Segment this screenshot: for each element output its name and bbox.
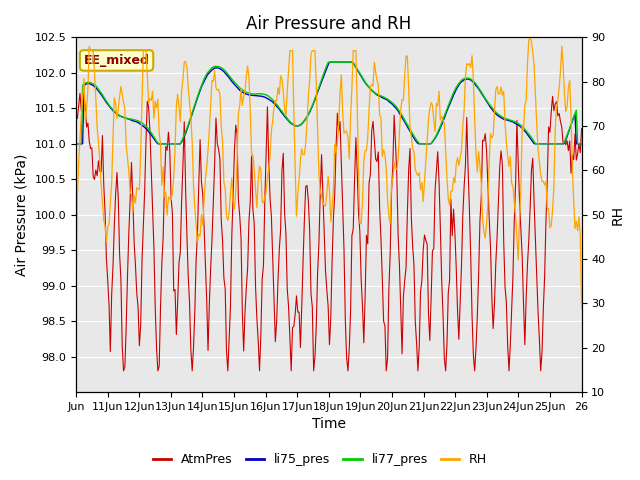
Y-axis label: RH: RH (611, 205, 625, 225)
Legend: AtmPres, li75_pres, li77_pres, RH: AtmPres, li75_pres, li77_pres, RH (148, 448, 492, 471)
Y-axis label: Air Pressure (kPa): Air Pressure (kPa) (15, 154, 29, 276)
Title: Air Pressure and RH: Air Pressure and RH (246, 15, 412, 33)
X-axis label: Time: Time (312, 418, 346, 432)
Text: EE_mixed: EE_mixed (84, 54, 150, 67)
